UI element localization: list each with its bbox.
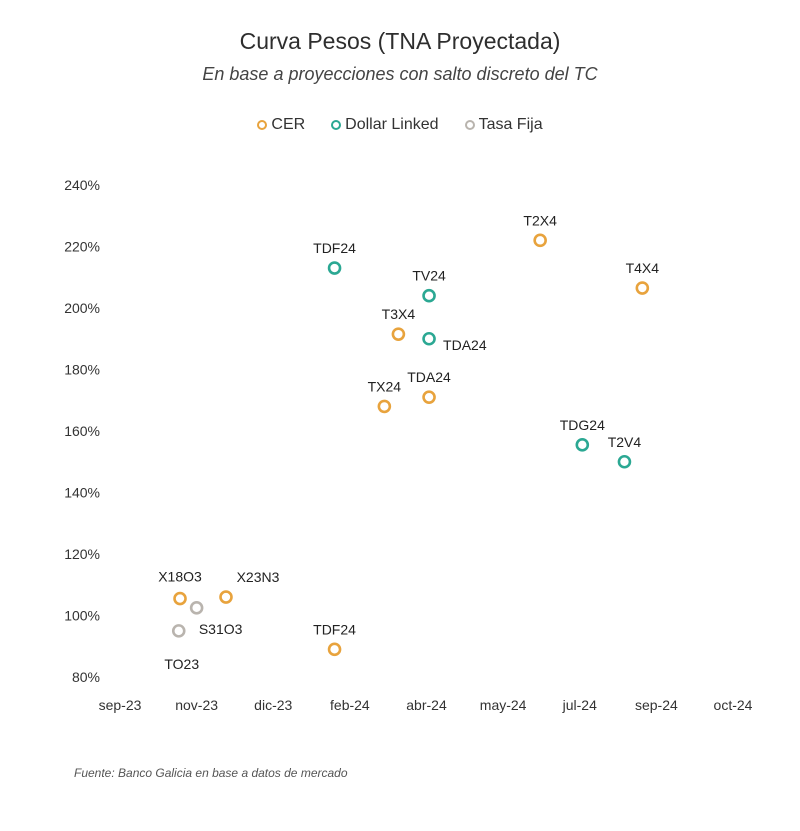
x-tick-label: abr-24: [406, 697, 447, 713]
point-cer: [219, 590, 233, 604]
legend-label-tasa-fija: Tasa Fija: [478, 116, 543, 133]
point-label: T4X4: [626, 260, 660, 276]
legend-marker-cer: [257, 120, 268, 130]
x-tick-label: feb-24: [330, 697, 370, 713]
legend-item-tasa-fija: Tasa Fija: [464, 116, 543, 134]
point-dollar-linked: [422, 288, 436, 303]
y-tick-label: 80%: [72, 669, 100, 685]
x-tick-label: sep-23: [99, 697, 142, 713]
point-label: X18O3: [158, 569, 202, 585]
point-label: TX24: [368, 378, 402, 394]
point-cer: [422, 390, 436, 404]
point-dollar-linked: [575, 438, 590, 452]
legend-marker-tasa-fija: [464, 120, 475, 130]
point-label: TV24: [412, 268, 446, 284]
chart-title: Curva Pesos (TNA Proyectada): [239, 28, 561, 54]
x-tick-label: dic-23: [254, 697, 292, 713]
point-label: TDA24: [443, 337, 487, 353]
point-label: TDF24: [313, 621, 356, 637]
point-cer: [173, 591, 187, 606]
legend-item-cer: CER: [257, 116, 305, 134]
point-cer: [533, 233, 547, 248]
point-tasa-fija: [189, 601, 204, 615]
x-tick-label: may-24: [480, 697, 527, 713]
y-tick-label: 200%: [64, 300, 100, 316]
point-dollar-linked: [617, 454, 632, 469]
point-label: X23N3: [237, 569, 280, 585]
legend-label-cer: CER: [271, 116, 306, 133]
point-dollar-linked: [327, 261, 342, 275]
point-label: TDF24: [313, 240, 356, 256]
x-tick-label: oct-24: [714, 697, 753, 713]
point-cer: [635, 281, 650, 295]
legend-item-dollar-linked: Dollar Linked: [331, 116, 439, 134]
point-label: TO23: [164, 656, 199, 672]
source-note: Fuente: Banco Galicia en base a datos de…: [74, 766, 348, 780]
y-tick-label: 140%: [64, 485, 100, 501]
y-tick-label: 120%: [64, 546, 100, 562]
point-label: TDG24: [560, 417, 605, 433]
legend-marker-dollar-linked: [331, 120, 342, 130]
x-tick-label: sep-24: [635, 697, 678, 713]
point-label: T2X4: [523, 212, 557, 228]
legend-label-dollar-linked: Dollar Linked: [345, 116, 439, 133]
y-tick-label: 100%: [64, 608, 100, 624]
point-cer: [391, 327, 406, 341]
y-tick-label: 240%: [64, 177, 100, 193]
point-label: T3X4: [382, 306, 416, 322]
point-label: T2V4: [608, 434, 642, 450]
legend: CER Dollar Linked Tasa Fija: [0, 116, 800, 134]
y-tick-label: 180%: [64, 362, 100, 378]
point-label: TDA24: [407, 369, 451, 385]
x-tick-label: nov-23: [175, 697, 218, 713]
point-tasa-fija: [171, 624, 186, 638]
y-tick-label: 160%: [64, 423, 100, 439]
y-tick-label: 220%: [64, 239, 100, 255]
chart-subtitle: En base a proyecciones con salto discret…: [202, 64, 598, 84]
point-dollar-linked: [422, 331, 436, 346]
x-tick-label: jul-24: [562, 697, 597, 713]
point-label: S31O3: [199, 621, 243, 637]
point-cer: [377, 399, 392, 414]
point-cer: [327, 642, 342, 657]
